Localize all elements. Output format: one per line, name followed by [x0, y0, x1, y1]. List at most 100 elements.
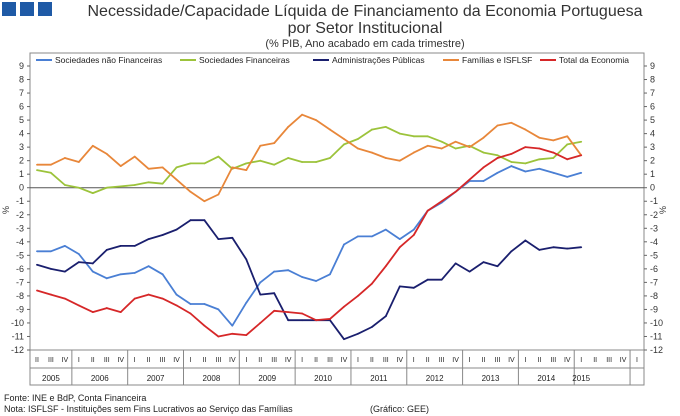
- data-point-ap: [119, 244, 122, 247]
- data-point-total: [370, 282, 373, 285]
- legend-label-total: Total da Economia: [559, 55, 629, 65]
- data-point-fam: [231, 166, 234, 169]
- data-point-snf: [370, 235, 373, 238]
- y-tick-label-right: 3: [650, 142, 655, 152]
- quarter-label: III: [606, 357, 612, 364]
- data-point-sf: [440, 140, 443, 143]
- source-note: Fonte: INE e BdP, Conta Financeira: [4, 393, 147, 403]
- data-point-sf: [552, 157, 555, 159]
- data-point-total: [63, 297, 66, 300]
- data-point-fam: [370, 151, 373, 154]
- data-point-ap: [287, 319, 290, 322]
- year-label: 2011: [370, 374, 388, 383]
- quarter-label: II: [426, 357, 430, 364]
- data-point-snf: [524, 170, 527, 173]
- data-point-snf: [147, 265, 150, 268]
- data-point-fam: [161, 166, 164, 169]
- data-point-snf: [105, 277, 108, 280]
- data-point-snf: [510, 165, 513, 167]
- data-point-sf: [119, 185, 122, 188]
- quarter-label: II: [314, 357, 318, 364]
- data-point-total: [161, 297, 164, 300]
- series-line-snf: [37, 165, 582, 327]
- data-point-snf: [566, 175, 569, 178]
- data-point-ap: [189, 219, 192, 222]
- quarter-label: IV: [341, 357, 348, 364]
- logo-square: [20, 2, 34, 16]
- quarter-label: IV: [452, 357, 459, 364]
- data-point-ap: [301, 319, 304, 322]
- data-point-sf: [329, 157, 331, 159]
- data-point-ap: [482, 261, 485, 263]
- data-point-total: [231, 332, 234, 335]
- data-point-fam: [357, 147, 359, 150]
- data-point-sf: [203, 162, 206, 165]
- data-point-ap: [384, 315, 387, 318]
- data-point-total: [245, 334, 248, 337]
- data-point-snf: [315, 280, 317, 282]
- data-point-snf: [259, 281, 262, 284]
- y-tick-label-left: 7: [19, 88, 24, 98]
- quarter-label: IV: [620, 357, 627, 364]
- data-point-sf: [63, 184, 66, 186]
- data-point-ap: [398, 285, 401, 288]
- data-point-fam: [63, 157, 66, 159]
- y-tick-label-left: -1: [16, 196, 24, 206]
- data-point-sf: [133, 184, 136, 186]
- y-tick-label-left: 8: [19, 75, 24, 85]
- data-point-sf: [147, 181, 150, 184]
- data-point-total: [36, 289, 38, 292]
- chart-frame: [29, 52, 645, 386]
- y-tick-label-left: 6: [19, 102, 24, 112]
- quarter-label: III: [550, 357, 556, 364]
- chart-credit: (Gráfico: GEE): [370, 404, 430, 414]
- data-point-total: [203, 324, 206, 327]
- gee-logo: [2, 2, 52, 16]
- data-point-fam: [329, 128, 331, 131]
- data-point-fam: [50, 163, 52, 166]
- data-point-sf: [77, 186, 80, 189]
- y-tick-label-right: -2: [650, 210, 658, 220]
- data-point-snf: [203, 303, 206, 305]
- series-line-sf: [36, 126, 582, 195]
- data-point-fam: [175, 178, 178, 181]
- y-tick-label-left: 4: [19, 129, 24, 139]
- year-label: 2008: [203, 374, 221, 383]
- data-point-ap: [538, 249, 541, 251]
- y-axis-right: 9 8 7 6 5 4 3 2 1 0 -1 -2 -3 -4 -5 -6 -7 -8 -9 -10 -11 -12: [644, 61, 663, 355]
- series-line-ap: [36, 219, 582, 341]
- y-tick-label-right: -1: [650, 196, 658, 206]
- year-label: 2009: [258, 374, 276, 383]
- data-point-fam: [384, 157, 387, 159]
- data-point-fam: [287, 125, 290, 128]
- data-point-fam: [552, 139, 555, 142]
- data-point-snf: [496, 171, 499, 174]
- chart-subtitle: (% PIB, Ano acabado em cada trimestre): [265, 38, 465, 50]
- data-point-sf: [105, 186, 108, 189]
- quarter-label: III: [439, 357, 445, 364]
- data-point-sf: [412, 135, 415, 138]
- y-tick-label-right: -10: [650, 318, 663, 328]
- data-point-ap: [440, 278, 443, 281]
- quarter-label: I: [190, 357, 192, 364]
- y-tick-label-right: -9: [650, 304, 658, 314]
- data-point-sf: [36, 169, 38, 172]
- y-tick-label-left: -6: [16, 264, 24, 274]
- quarter-label: II: [370, 357, 374, 364]
- data-point-total: [259, 322, 262, 324]
- data-point-total: [524, 146, 527, 149]
- data-point-total: [189, 312, 192, 315]
- data-point-snf: [301, 276, 304, 278]
- quarter-label: III: [104, 357, 110, 364]
- data-point-sf: [357, 138, 359, 140]
- data-point-ap: [343, 338, 345, 341]
- y-axis-label-right: %: [658, 206, 668, 214]
- quarter-label: II: [35, 357, 39, 364]
- y-axis-label-left: %: [1, 206, 11, 214]
- data-point-snf: [329, 273, 331, 276]
- data-point-snf: [343, 243, 345, 246]
- quarter-label: IV: [508, 357, 515, 364]
- data-point-ap: [91, 262, 94, 265]
- data-point-fam: [315, 119, 317, 121]
- data-point-sf: [315, 161, 317, 163]
